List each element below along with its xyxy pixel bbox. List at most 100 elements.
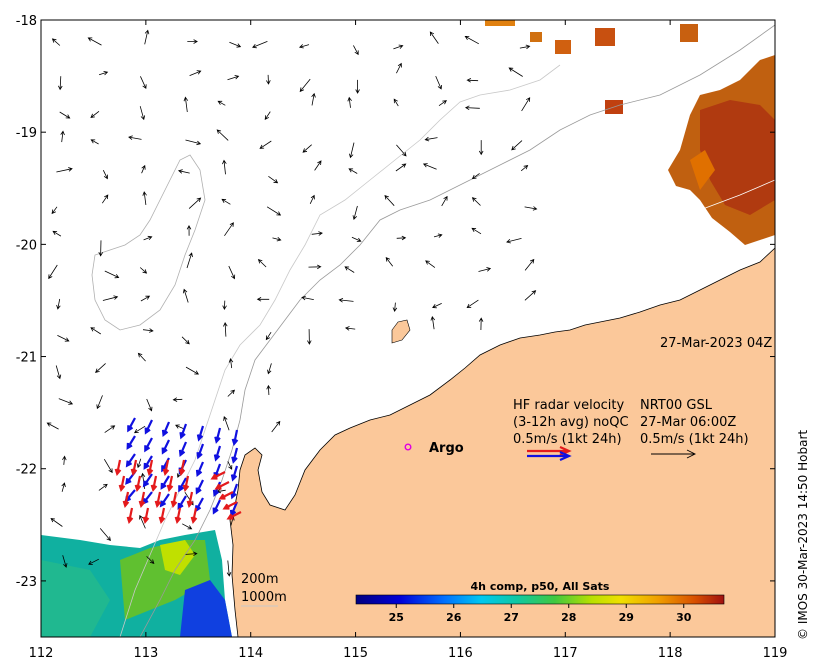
model-vector [181,336,190,345]
model-vector [224,222,234,237]
model-vector [133,425,146,434]
model-vector [301,295,314,301]
model-vector [60,130,65,143]
land-mass [230,248,775,637]
radar-vector [190,507,198,524]
radar-vector [218,491,234,500]
model-vector [103,458,113,474]
model-vector [307,329,312,345]
lat-tick-label: -20 [16,238,37,253]
model-vector [424,136,438,142]
radar-vector [226,511,242,520]
radar-vector [125,453,136,468]
model-vector [353,45,359,56]
radar-vector [159,493,170,508]
model-vector [223,416,230,431]
model-vector [217,100,226,106]
radar-vector [150,475,158,492]
radar-vector [126,507,134,524]
radar-vector [230,465,239,482]
model-vector [51,206,58,215]
shelf-contour-ne [639,29,775,211]
model-vector [347,96,352,108]
model-vector [188,197,202,209]
model-vector [393,44,404,50]
model-vector [221,198,231,205]
isobath-1000m-label: 1000m [241,590,287,605]
model-vector [186,224,192,236]
model-vector [259,140,272,149]
model-vector [143,235,153,241]
model-vector [433,233,443,238]
model-vector [392,302,398,313]
sst-speck [680,24,698,42]
radar-vector [158,507,166,524]
isobath-200m-label: 200m [241,572,278,587]
model-vector [384,194,395,206]
sst-speck [555,40,571,54]
model-vector [256,297,270,302]
radar-vector [161,439,170,455]
model-vector [396,144,407,157]
lon-tick-label: 116 [448,646,473,661]
sst-patch-south-west-cyan [41,560,110,637]
radar-vector [214,427,222,444]
model-vector [216,129,229,141]
radar-vector [142,507,150,524]
sst-speck [530,32,542,42]
model-vector [226,560,232,577]
radar-vector [134,475,142,492]
model-vector [59,111,71,119]
model-vector [57,335,70,342]
model-vector [101,194,109,204]
model-vector [137,352,146,362]
coastline [229,247,775,637]
radar-vector [195,479,204,495]
model-vector [182,288,189,303]
model-vector [96,395,103,410]
model-vector [98,483,108,491]
model-current-vectors [46,29,538,577]
model-vector [355,79,360,94]
lon-tick-label: 119 [763,646,788,661]
model-vector [98,71,109,76]
model-vector [139,514,146,529]
radar-vector [166,475,174,492]
model-vector [314,160,322,171]
hf-radar-vectors [114,417,242,524]
lon-tick-label: 112 [29,646,54,661]
model-vector [266,206,282,216]
radar-vector [162,459,170,476]
radar-vector [231,447,239,464]
model-vector [142,328,154,333]
model-vector [438,100,447,107]
model-vector [265,331,272,341]
model-vector [51,38,61,46]
radar-vector [213,445,222,462]
radar-vector [160,475,170,490]
lon-tick-label: 118 [658,646,683,661]
colorbar-tick-label: 26 [446,611,462,624]
sst-patch-north-east-warm [690,150,715,190]
model-vector [352,205,358,221]
radar-vector [178,459,186,476]
radar-vector [212,499,221,515]
model-vector [139,106,146,121]
model-vector [189,70,202,76]
radar-vector [118,475,126,492]
hf-legend-arrow [527,445,572,462]
radar-vector [177,495,187,510]
model-vector [348,168,358,174]
radar-vector [142,473,153,488]
model-vector [478,267,492,272]
model-vector [141,164,146,174]
model-vector [298,44,310,49]
model-vector [185,366,200,375]
model-vector [524,258,535,271]
model-vector [344,326,356,331]
model-vector [144,29,150,45]
lat-tick-label: -21 [16,351,37,366]
model-vector [146,556,155,564]
model-vector [267,363,272,375]
model-vector [58,398,74,405]
